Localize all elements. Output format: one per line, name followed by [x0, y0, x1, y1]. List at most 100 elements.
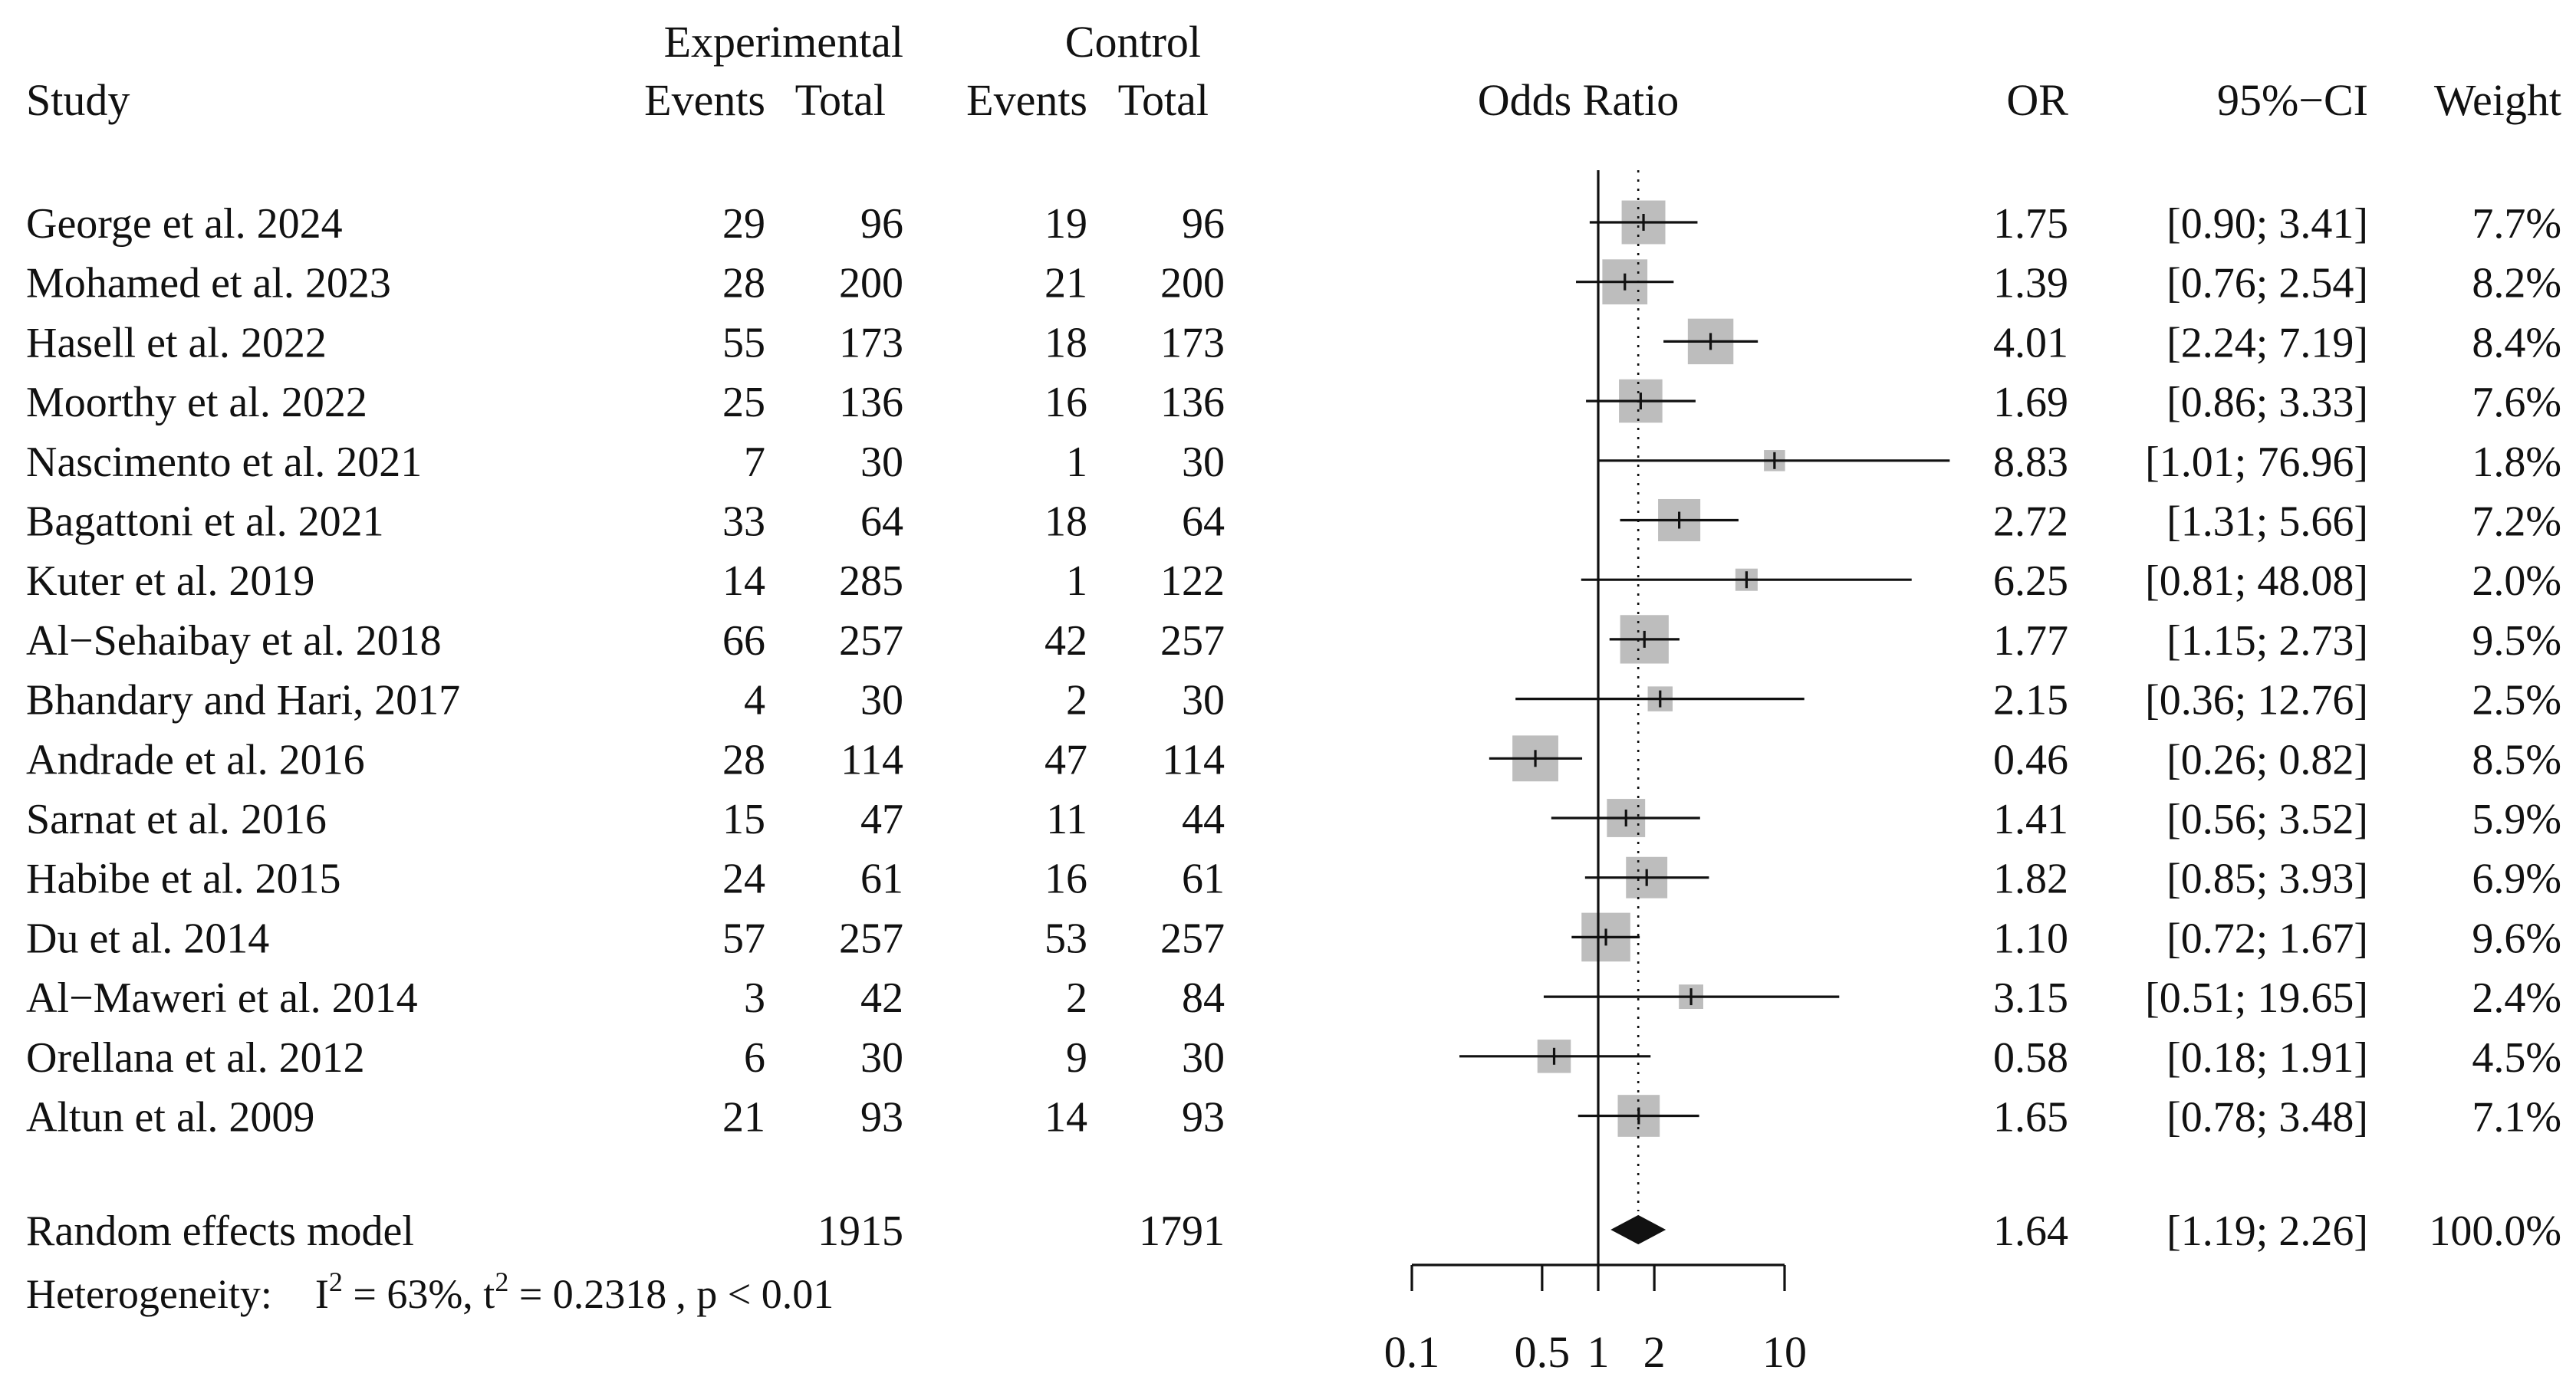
confidence-interval: [2.24; 7.19] [2166, 319, 2368, 366]
study-name: Al−Sehaibay et al. 2018 [26, 617, 442, 665]
control-events: 9 [1066, 1034, 1087, 1082]
confidence-interval: [0.81; 48.08] [2145, 557, 2368, 605]
control-events: 18 [1045, 319, 1087, 366]
header-ci: 95%−CI [2217, 75, 2368, 125]
weight-value: 2.5% [2472, 677, 2561, 724]
study-row: Orellana et al. 2012 6 30 9 30 0.58 [0.18; 1.9… [26, 1034, 2561, 1082]
confidence-interval: [0.51; 19.65] [2145, 974, 2368, 1022]
study-row: Sarnat et al. 2016 15 47 11 44 1.41 [0.56; 3.5… [26, 796, 2561, 843]
experimental-total: 93 [860, 1094, 903, 1142]
experimental-total: 30 [860, 439, 903, 486]
odds-ratio-value: 1.69 [1993, 379, 2068, 426]
heterogeneity-part: , t [462, 1271, 495, 1317]
study-row: Al−Maweri et al. 2014 3 42 2 84 3.15 [0.51; 19… [26, 974, 2561, 1022]
experimental-events: 24 [722, 856, 765, 903]
study-row: Moorthy et al. 2022 25 136 16 136 1.69 [0.86; … [26, 379, 2561, 426]
odds-ratio-value: 0.46 [1993, 736, 2068, 784]
x-axis-tick-label: 2 [1643, 1327, 1666, 1377]
x-axis-tick-label: 1 [1587, 1327, 1610, 1377]
experimental-total: 257 [839, 915, 903, 962]
experimental-total: 285 [839, 557, 903, 605]
control-events: 14 [1045, 1094, 1087, 1142]
control-events: 47 [1045, 736, 1087, 784]
heterogeneity-part: Heterogeneity: [26, 1271, 272, 1317]
control-events: 16 [1045, 379, 1087, 426]
control-total: 64 [1182, 498, 1225, 546]
experimental-events: 14 [722, 557, 765, 605]
column-headers: Experimental Control Study Events Total … [26, 17, 2561, 125]
control-total: 30 [1182, 1034, 1225, 1082]
pooled-confidence-interval: [1.19; 2.26] [2166, 1207, 2368, 1255]
odds-ratio-value: 3.15 [1993, 974, 2068, 1022]
control-total: 200 [1160, 260, 1225, 307]
control-events: 2 [1066, 677, 1087, 724]
control-events: 21 [1045, 260, 1087, 307]
header-control-events: Events [966, 75, 1087, 125]
odds-ratio-value: 8.83 [1993, 439, 2068, 486]
study-name: Sarnat et al. 2016 [26, 796, 327, 843]
weight-value: 8.4% [2472, 319, 2561, 366]
odds-ratio-value: 1.77 [1993, 617, 2068, 665]
experimental-events: 28 [722, 736, 765, 784]
weight-value: 7.6% [2472, 379, 2561, 426]
weight-value: 7.7% [2472, 200, 2561, 248]
weight-value: 5.9% [2472, 796, 2561, 843]
experimental-events: 15 [722, 796, 765, 843]
odds-ratio-value: 1.41 [1993, 796, 2068, 843]
experimental-total: 30 [860, 677, 903, 724]
x-axis-tick-label: 0.1 [1384, 1327, 1440, 1377]
odds-ratio-value: 6.25 [1993, 557, 2068, 605]
study-name: Nascimento et al. 2021 [26, 439, 422, 486]
confidence-interval: [0.78; 3.48] [2166, 1094, 2368, 1142]
study-name: Habibe et al. 2015 [26, 856, 341, 903]
weight-value: 4.5% [2472, 1034, 2561, 1082]
study-name: Mohamed et al. 2023 [26, 260, 391, 307]
pooled-experimental-total: 1915 [818, 1207, 903, 1255]
odds-ratio-value: 1.10 [1993, 915, 2068, 962]
heterogeneity-part: 2 [329, 1267, 343, 1297]
heterogeneity-part: = 63% [343, 1271, 462, 1317]
confidence-interval: [0.86; 3.33] [2166, 379, 2368, 426]
study-name: George et al. 2024 [26, 200, 343, 248]
experimental-events: 6 [744, 1034, 765, 1082]
experimental-events: 25 [722, 379, 765, 426]
confidence-interval: [0.72; 1.67] [2166, 915, 2368, 962]
header-experimental-events: Events [644, 75, 765, 125]
pooled-or-value: 1.64 [1993, 1207, 2068, 1255]
study-row: Nascimento et al. 2021 7 30 1 30 8.83 [1.01; 7… [26, 439, 2561, 486]
heterogeneity-part: I [315, 1271, 329, 1317]
experimental-total: 64 [860, 498, 903, 546]
experimental-total: 136 [839, 379, 903, 426]
odds-ratio-value: 1.75 [1993, 200, 2068, 248]
plot-area [1459, 170, 1950, 1265]
study-name: Bagattoni et al. 2021 [26, 498, 384, 546]
odds-ratio-value: 1.39 [1993, 260, 2068, 307]
experimental-total: 114 [841, 736, 903, 784]
confidence-interval: [0.56; 3.52] [2166, 796, 2368, 843]
study-name: Altun et al. 2009 [26, 1094, 314, 1142]
odds-ratio-value: 1.82 [1993, 856, 2068, 903]
study-name: Al−Maweri et al. 2014 [26, 974, 418, 1022]
control-total: 257 [1160, 617, 1225, 665]
study-name: Andrade et al. 2016 [26, 736, 365, 784]
x-axis-tick-label: 10 [1762, 1327, 1807, 1377]
pooled-diamond [1610, 1214, 1666, 1245]
control-events: 16 [1045, 856, 1087, 903]
experimental-total: 200 [839, 260, 903, 307]
experimental-events: 29 [722, 200, 765, 248]
confidence-interval: [0.76; 2.54] [2166, 260, 2368, 307]
pooled-control-total: 1791 [1139, 1207, 1225, 1255]
control-events: 2 [1066, 974, 1087, 1022]
confidence-interval: [1.01; 76.96] [2145, 439, 2368, 486]
study-name: Moorthy et al. 2022 [26, 379, 367, 426]
study-name: Du et al. 2014 [26, 915, 269, 962]
study-name: Kuter et al. 2019 [26, 557, 314, 605]
control-events: 18 [1045, 498, 1087, 546]
experimental-events: 4 [744, 677, 765, 724]
study-row: Habibe et al. 2015 24 61 16 61 1.82 [0.85; 3.9… [26, 856, 2561, 903]
study-name: Bhandary and Hari, 2017 [26, 677, 460, 724]
control-events: 53 [1045, 915, 1087, 962]
control-total: 257 [1160, 915, 1225, 962]
heterogeneity-part: = 0.2318 [508, 1271, 666, 1317]
weight-value: 8.5% [2472, 736, 2561, 784]
